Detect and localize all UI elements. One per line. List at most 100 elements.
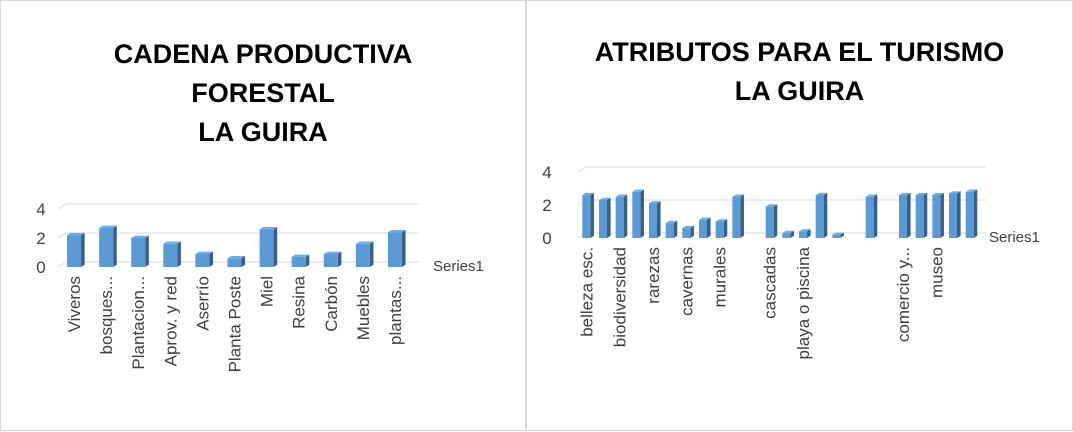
bar <box>163 241 181 267</box>
bar-side <box>923 192 928 238</box>
chart-title-line: ATRIBUTOS PARA EL TURISMO <box>594 37 1005 67</box>
bar <box>799 229 811 238</box>
bar-front <box>915 195 924 238</box>
bar-front <box>965 191 974 238</box>
x-category-label: playa o piscina <box>794 246 813 359</box>
bar-top <box>699 217 711 220</box>
chart-title-line: CADENA PRODUCTIVA <box>113 39 413 69</box>
bar-side <box>840 232 844 238</box>
x-category-label: belleza esc. <box>577 247 596 337</box>
bar <box>355 241 374 267</box>
bar <box>291 254 310 267</box>
bar-front <box>832 234 841 238</box>
gridline-depth <box>57 232 67 239</box>
bar-front <box>699 219 707 238</box>
bar-top <box>195 251 214 254</box>
bar-top <box>799 229 811 232</box>
bar <box>932 192 944 238</box>
bar-side <box>145 235 149 267</box>
bar-front <box>865 196 874 238</box>
bar <box>782 230 794 238</box>
bar-side <box>973 189 978 238</box>
bar-chart-turismo: 0 2 4 belleza esc. biodiversidad rarezas caver… <box>542 163 1040 359</box>
bar-front <box>665 223 674 238</box>
x-category-label: comercio y... <box>894 247 913 342</box>
bar <box>949 191 961 238</box>
bar-side <box>607 197 611 238</box>
bar <box>649 201 661 238</box>
y-tick-label: 0 <box>542 229 551 248</box>
bar-top <box>832 232 844 235</box>
bar-front <box>163 243 178 267</box>
bar-side <box>401 229 406 267</box>
chart-panel-turismo: ATRIBUTOS PARA EL TURISMO LA GUIRA 0 2 4 be… <box>526 0 1073 431</box>
bar-side <box>657 201 661 238</box>
bar-top <box>131 235 149 238</box>
bar <box>67 232 85 267</box>
bar <box>682 225 694 238</box>
bar-side <box>790 230 794 238</box>
bar-side <box>177 241 181 267</box>
bar-top <box>163 241 181 244</box>
bar-front <box>227 258 242 267</box>
bar-top <box>323 251 342 254</box>
bar-side <box>113 225 117 267</box>
bar-side <box>823 192 828 238</box>
bar-front <box>682 228 691 238</box>
bar-front <box>615 196 624 238</box>
chart-title-line: FORESTAL <box>191 78 335 108</box>
bar-top <box>632 189 644 192</box>
y-tick-label: 0 <box>36 258 45 277</box>
bar-top <box>899 192 911 196</box>
y-tick-label: 4 <box>36 200 45 219</box>
bar-side <box>623 194 628 238</box>
bar-side <box>337 251 342 267</box>
bar-side <box>640 189 644 238</box>
bar <box>582 192 594 238</box>
bar-side <box>723 219 728 238</box>
bar-top <box>782 230 794 234</box>
x-category-label: Aprov. y red <box>161 276 180 366</box>
bar <box>599 197 611 238</box>
bar-top <box>732 194 744 197</box>
x-category-label: Miel <box>258 276 277 307</box>
chart-title-line: LA GUIRA <box>734 76 865 106</box>
bar-side <box>305 254 310 267</box>
bar-top <box>865 194 878 197</box>
x-category-label: cascadas <box>761 247 780 319</box>
bar-top <box>965 189 978 192</box>
bar <box>715 219 728 238</box>
bar-top <box>682 225 694 229</box>
bar-top <box>765 204 778 207</box>
chart-title: CADENA PRODUCTIVA FORESTAL LA GUIRA <box>1 35 525 152</box>
bar-front <box>632 191 641 238</box>
x-category-label: Muebles <box>354 276 373 340</box>
bar-side <box>241 256 246 267</box>
bar-top <box>67 232 85 236</box>
bar-side <box>273 227 278 267</box>
bar-front <box>291 256 306 267</box>
bar-top <box>949 191 961 194</box>
bar-top <box>615 194 628 197</box>
bar-front <box>799 231 807 238</box>
bar-top <box>932 192 944 196</box>
x-category-label: murales <box>711 247 730 307</box>
bar-front <box>782 233 791 238</box>
x-category-label: cavernas <box>677 247 696 316</box>
x-category-label: Plantacion... <box>129 276 148 370</box>
bar <box>765 204 778 238</box>
bar-top <box>291 254 310 257</box>
bar-top <box>915 192 928 196</box>
bar <box>323 251 342 267</box>
bar-side <box>209 251 214 267</box>
y-tick-label: 2 <box>36 229 45 248</box>
bar-top <box>665 220 678 224</box>
bar-top <box>355 241 374 244</box>
x-category-label: biodiversidad <box>611 247 630 347</box>
bar <box>632 189 644 238</box>
bar-front <box>649 203 657 238</box>
bar-side <box>873 194 878 238</box>
bar-side <box>957 191 961 238</box>
bar <box>99 225 117 267</box>
x-category-label: Resina <box>290 275 309 328</box>
